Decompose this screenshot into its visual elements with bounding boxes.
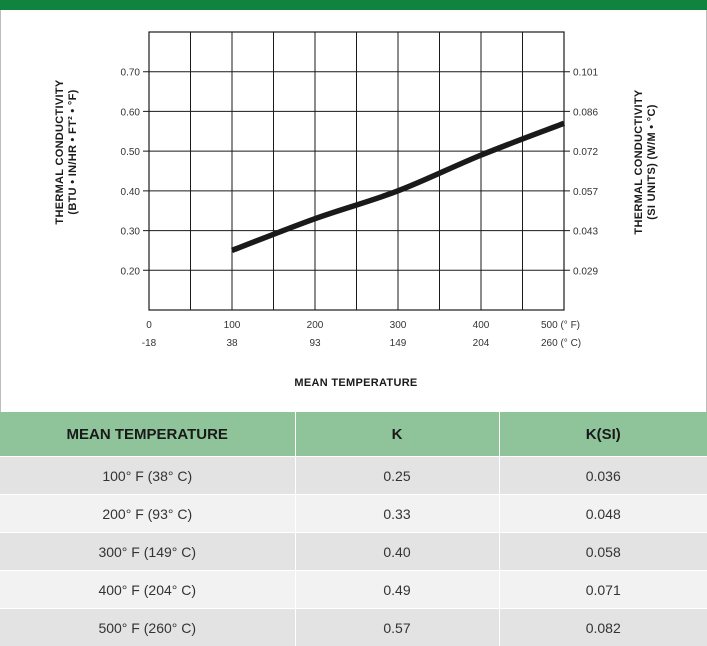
cell-k-si: 0.048 bbox=[499, 495, 707, 533]
cell-k: 0.40 bbox=[295, 533, 499, 571]
y-tick-right: 0.072 bbox=[573, 147, 598, 158]
x-tick-fahrenheit: 200 bbox=[307, 320, 324, 331]
header-k: K bbox=[295, 412, 499, 457]
cell-k: 0.33 bbox=[295, 495, 499, 533]
table-row: 300° F (149° C) 0.40 0.058 bbox=[0, 533, 707, 571]
table-row: 500° F (260° C) 0.57 0.082 bbox=[0, 609, 707, 646]
cell-k: 0.25 bbox=[295, 457, 499, 495]
cell-k: 0.49 bbox=[295, 571, 499, 609]
cell-k-si: 0.082 bbox=[499, 609, 707, 646]
cell-temperature: 100° F (38° C) bbox=[0, 457, 295, 495]
right-axis-title-line2: (SI UNITS) (W/M • °C) bbox=[646, 104, 658, 219]
cell-temperature: 500° F (260° C) bbox=[0, 609, 295, 646]
right-axis-title: THERMAL CONDUCTIVITY (SI UNITS) (W/M • °… bbox=[633, 89, 658, 234]
left-axis-title-line2: (BTU • IN/HR • FT² • °F) bbox=[67, 89, 79, 214]
cell-temperature: 300° F (149° C) bbox=[0, 533, 295, 571]
x-tick-fahrenheit: 400 bbox=[473, 320, 490, 331]
header-k-si: K(SI) bbox=[499, 412, 707, 457]
cell-k-si: 0.071 bbox=[499, 571, 707, 609]
y-tick-left: 0.70 bbox=[121, 68, 141, 79]
table-row: 400° F (204° C) 0.49 0.071 bbox=[0, 571, 707, 609]
conductivity-table: MEAN TEMPERATURE K K(SI) 100° F (38° C) … bbox=[0, 412, 707, 646]
x-tick-celsius: 260 (° C) bbox=[541, 338, 581, 349]
table-header-row: MEAN TEMPERATURE K K(SI) bbox=[0, 412, 707, 457]
x-tick-fahrenheit: 300 bbox=[390, 320, 407, 331]
chart-panel: 0.70 0.60 0.50 0.40 0.30 0.20 0.101 0.086 0.072 0… bbox=[0, 10, 707, 412]
table-row: 100° F (38° C) 0.25 0.036 bbox=[0, 457, 707, 495]
thermal-conductivity-chart: 0.70 0.60 0.50 0.40 0.30 0.20 0.101 0.086 0.072 0… bbox=[1, 10, 706, 412]
header-mean-temperature: MEAN TEMPERATURE bbox=[0, 412, 295, 457]
y-tick-left: 0.40 bbox=[121, 187, 141, 198]
x-tick-celsius: 38 bbox=[226, 338, 238, 349]
y-tick-left: 0.20 bbox=[121, 266, 141, 277]
x-tick-fahrenheit: 0 bbox=[146, 320, 152, 331]
x-axis-title: MEAN TEMPERATURE bbox=[294, 377, 417, 389]
y-tick-left: 0.50 bbox=[121, 147, 141, 158]
x-tick-fahrenheit: 100 bbox=[224, 320, 241, 331]
y-tick-right: 0.086 bbox=[573, 107, 598, 118]
cell-k: 0.57 bbox=[295, 609, 499, 646]
x-tick-celsius: 93 bbox=[309, 338, 321, 349]
cell-k-si: 0.036 bbox=[499, 457, 707, 495]
y-tick-right: 0.101 bbox=[573, 68, 598, 79]
left-axis-title: THERMAL CONDUCTIVITY (BTU • IN/HR • FT² … bbox=[54, 79, 79, 224]
chart-grid bbox=[143, 32, 570, 310]
right-axis-title-line1: THERMAL CONDUCTIVITY bbox=[633, 89, 645, 234]
x-tick-celsius: 204 bbox=[473, 338, 490, 349]
x-tick-fahrenheit: 500 (° F) bbox=[541, 320, 580, 331]
left-axis-title-line1: THERMAL CONDUCTIVITY bbox=[54, 79, 66, 224]
table-row: 200° F (93° C) 0.33 0.048 bbox=[0, 495, 707, 533]
cell-temperature: 400° F (204° C) bbox=[0, 571, 295, 609]
y-tick-right: 0.043 bbox=[573, 227, 598, 238]
x-tick-celsius: 149 bbox=[390, 338, 407, 349]
y-tick-left: 0.60 bbox=[121, 107, 141, 118]
x-tick-celsius: -18 bbox=[142, 338, 157, 349]
y-tick-left: 0.30 bbox=[121, 227, 141, 238]
header-bar bbox=[0, 0, 707, 10]
cell-temperature: 200° F (93° C) bbox=[0, 495, 295, 533]
y-tick-right: 0.029 bbox=[573, 266, 598, 277]
y-tick-right: 0.057 bbox=[573, 187, 598, 198]
cell-k-si: 0.058 bbox=[499, 533, 707, 571]
